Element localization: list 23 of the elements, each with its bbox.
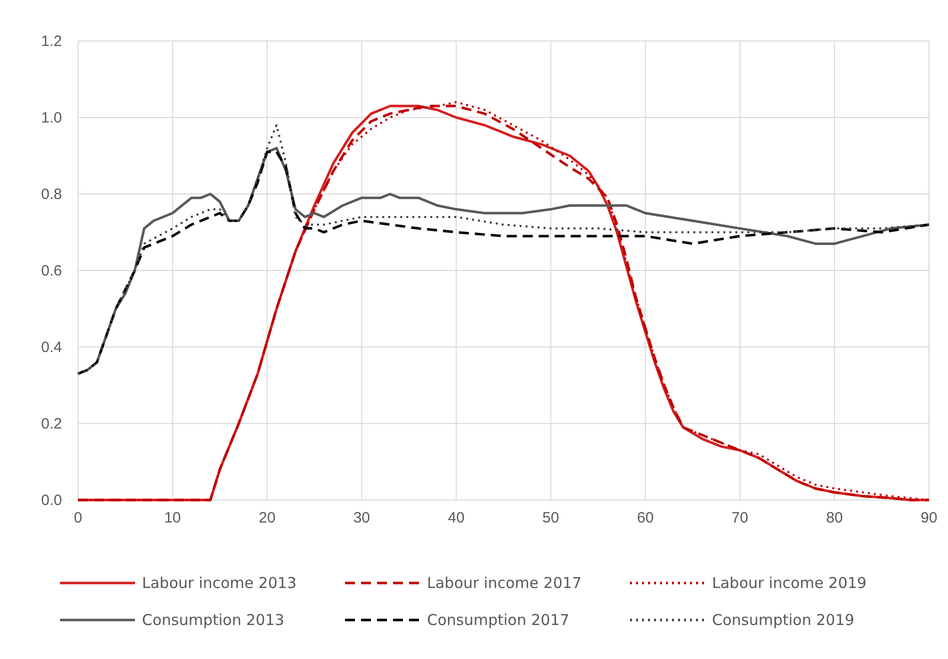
legend-label: Consumption 2013	[142, 611, 284, 629]
y-tick-label: 1.0	[41, 109, 62, 126]
x-tick-label: 50	[542, 510, 560, 527]
y-tick-label: 0.2	[41, 415, 62, 432]
legend-label: Labour income 2017	[427, 574, 582, 592]
legend-label: Consumption 2017	[427, 611, 570, 629]
legend-label: Labour income 2013	[142, 574, 297, 592]
y-tick-label: 0.8	[41, 186, 62, 203]
x-tick-label: 30	[353, 510, 370, 527]
y-tick-label: 1.2	[41, 32, 62, 50]
x-tick-label: 60	[636, 510, 654, 527]
y-tick-label: 0.0	[41, 492, 62, 509]
x-tick-label: 40	[448, 510, 465, 527]
x-tick-label: 90	[920, 510, 938, 527]
legend-label: Consumption 2019	[712, 611, 854, 629]
x-tick-label: 70	[732, 510, 748, 527]
x-tick-label: 20	[258, 510, 276, 527]
y-tick-label: 0.6	[41, 262, 62, 280]
legend-label: Labour income 2019	[712, 574, 867, 592]
x-tick-label: 10	[164, 510, 181, 527]
x-tick-label: 80	[826, 510, 843, 527]
x-tick-label: 0	[74, 510, 82, 527]
y-tick-label: 0.4	[41, 338, 62, 356]
